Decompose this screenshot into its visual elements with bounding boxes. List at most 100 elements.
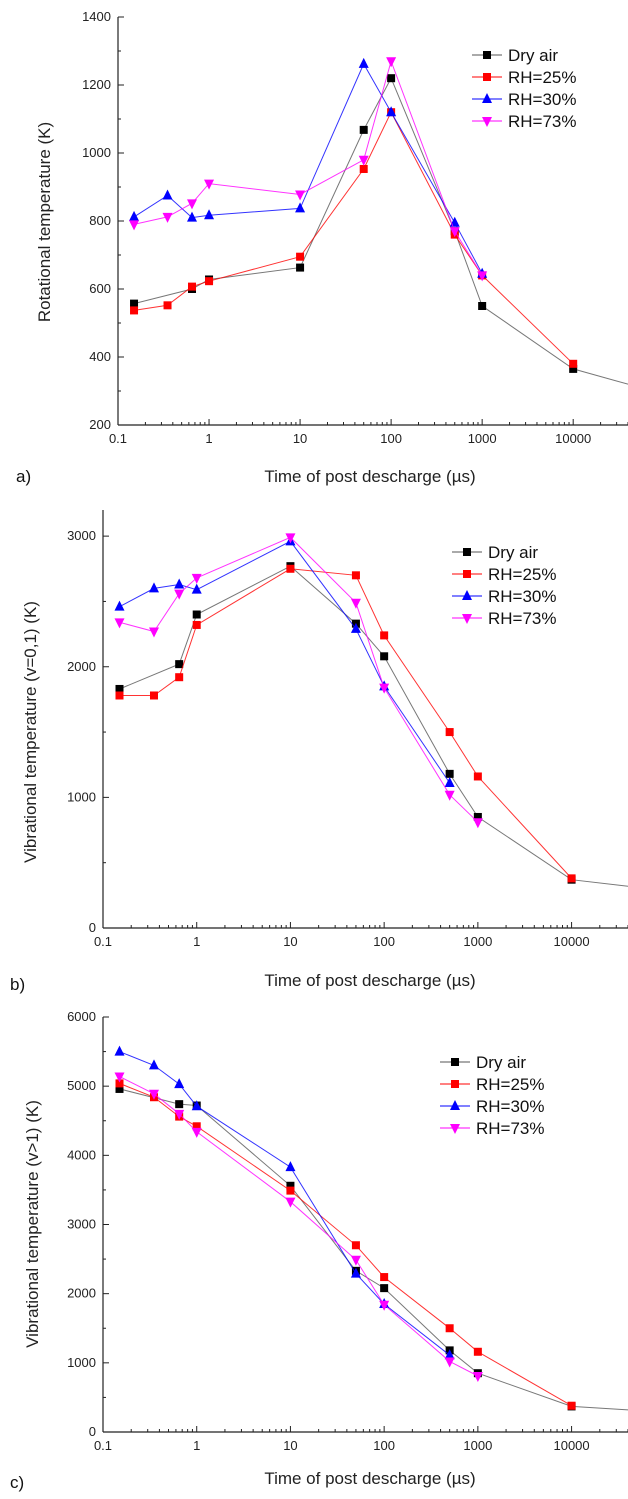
y-tick-label: 600 <box>89 281 111 296</box>
y-tick-label: 2000 <box>67 659 96 674</box>
data-point <box>162 189 173 200</box>
legend-label: RH=30% <box>488 587 557 606</box>
data-point <box>192 620 201 629</box>
legend: Dry air RH=25% RH=30% RH=73% <box>452 543 557 628</box>
data-point <box>477 271 488 282</box>
data-point <box>148 627 159 638</box>
chart-panel-a: 0.1 1 10 100 1000 10000 200 400 600 800 1000 1200 14… <box>16 9 628 486</box>
data-point <box>472 818 483 829</box>
data-point <box>350 1255 361 1266</box>
data-point <box>478 302 487 310</box>
chart-panel-b: 0.1 1 10 100 1000 10000 0 1000 2000 3000 Dry air R… <box>10 510 628 994</box>
x-tick-label: 10 <box>283 934 297 949</box>
x-tick-label: 100 <box>373 934 395 949</box>
series-line <box>119 565 628 887</box>
data-point <box>191 1127 202 1138</box>
legend-marker <box>462 590 472 600</box>
data-point <box>350 1267 361 1278</box>
data-point <box>295 202 306 213</box>
data-point <box>192 610 201 619</box>
data-point <box>187 199 198 210</box>
data-point <box>192 1122 201 1131</box>
x-tick-label: 100 <box>380 431 402 446</box>
axes: 0.1 1 10 100 1000 10000 0 1000 2000 3000 <box>67 510 628 949</box>
legend-marker <box>450 1100 460 1110</box>
data-point <box>175 660 184 669</box>
chart-panel-c: 0.1 1 10 100 1000 10000 0 1000 2000 3000 4000 5000 6… <box>10 1009 628 1492</box>
data-point <box>115 1079 124 1088</box>
legend: Dry air RH=25% RH=30% RH=73% <box>440 1053 545 1138</box>
y-axis-label: Rotational temperature (K) <box>35 122 54 322</box>
y-tick-label: 6000 <box>67 1009 96 1024</box>
series-line <box>119 1051 451 1356</box>
data-point <box>567 1401 576 1410</box>
data-point <box>444 1357 455 1368</box>
data-point <box>358 57 369 68</box>
y-tick-label: 1000 <box>67 789 96 804</box>
data-point <box>115 1084 124 1093</box>
data-point <box>130 306 139 315</box>
data-point <box>191 573 202 584</box>
legend-marker <box>463 548 471 556</box>
data-point <box>114 618 125 629</box>
data-point <box>148 582 159 593</box>
series-line <box>119 536 479 823</box>
y-tick-label: 1200 <box>82 77 111 92</box>
data-point <box>204 179 215 190</box>
data-point <box>148 1089 159 1100</box>
series-line <box>119 1088 628 1411</box>
legend-label: RH=25% <box>488 565 557 584</box>
data-point <box>379 1300 390 1311</box>
x-tick-label: 10000 <box>553 934 589 949</box>
data-point <box>379 683 390 694</box>
y-tick-label: 3000 <box>67 528 96 543</box>
legend-label: RH=73% <box>488 609 557 628</box>
data-point <box>174 589 185 600</box>
data-point <box>295 190 306 201</box>
series-group <box>129 57 628 385</box>
x-tick-label: 100 <box>373 1438 395 1453</box>
data-point <box>358 155 369 166</box>
data-point <box>445 1324 454 1333</box>
data-point <box>175 1100 184 1109</box>
y-tick-label: 5000 <box>67 1078 96 1093</box>
legend-label: RH=30% <box>508 90 577 109</box>
x-axis-label: Time of post descharge (µs) <box>264 971 475 990</box>
y-tick-label: 2000 <box>67 1286 96 1301</box>
data-point <box>444 777 455 788</box>
series-line <box>133 62 483 274</box>
data-point <box>445 728 454 737</box>
data-point <box>386 57 397 68</box>
data-point <box>296 263 305 272</box>
data-point <box>191 1100 202 1111</box>
data-point <box>114 1045 125 1056</box>
data-point <box>205 277 214 286</box>
data-point <box>473 772 482 781</box>
legend-marker <box>450 1124 460 1134</box>
data-point <box>473 1347 482 1356</box>
data-point <box>380 652 389 661</box>
y-tick-label: 1400 <box>82 9 111 24</box>
x-tick-label: 1 <box>205 431 212 446</box>
data-point <box>359 164 368 173</box>
data-point <box>188 282 197 291</box>
x-axis-label: Time of post descharge (µs) <box>264 1469 475 1488</box>
legend-label: RH=73% <box>476 1119 545 1138</box>
legend-label: RH=25% <box>508 68 577 87</box>
y-axis-label: Vibrational temperature (v=0,1) (K) <box>21 601 40 863</box>
y-tick-label: 4000 <box>67 1147 96 1162</box>
y-tick-label: 400 <box>89 349 111 364</box>
data-point <box>473 812 482 821</box>
series-line <box>133 111 574 365</box>
legend-marker <box>482 117 492 127</box>
x-tick-label: 1 <box>193 934 200 949</box>
data-point <box>386 106 397 117</box>
data-point <box>380 1273 389 1282</box>
data-point <box>285 1197 296 1208</box>
y-axis-label: Vibrational temperature (v>1) (K) <box>23 1100 42 1348</box>
y-tick-label: 1000 <box>82 145 111 160</box>
axes: 0.1 1 10 100 1000 10000 0 1000 2000 3000 4000 5000 6… <box>67 1009 628 1453</box>
axes: 0.1 1 10 100 1000 10000 200 400 600 800 1000 1200 14… <box>82 9 628 446</box>
x-tick-label: 0.1 <box>94 934 112 949</box>
x-tick-label: 0.1 <box>94 1438 112 1453</box>
